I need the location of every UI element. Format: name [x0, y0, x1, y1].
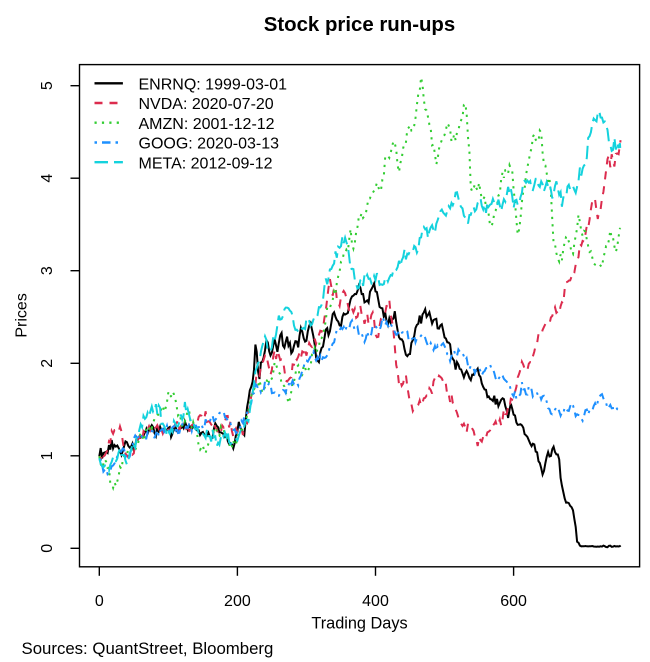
svg-text:Prices: Prices	[14, 293, 31, 337]
svg-text:0: 0	[95, 593, 104, 610]
svg-text:ENRNQ: 1999-03-01: ENRNQ: 1999-03-01	[139, 77, 288, 94]
svg-text:GOOG: 2020-03-13: GOOG: 2020-03-13	[139, 136, 280, 153]
svg-text:Stock price run-ups: Stock price run-ups	[264, 14, 455, 36]
svg-text:Trading Days: Trading Days	[311, 615, 407, 633]
svg-text:META: 2012-09-12: META: 2012-09-12	[139, 155, 273, 172]
svg-text:Sources: QuantStreet, Bloomber: Sources: QuantStreet, Bloomberg	[22, 639, 274, 658]
svg-text:400: 400	[362, 593, 389, 610]
svg-text:200: 200	[224, 593, 251, 610]
svg-text:3: 3	[39, 266, 56, 275]
svg-text:NVDA: 2020-07-20: NVDA: 2020-07-20	[139, 96, 274, 113]
svg-text:600: 600	[500, 593, 527, 610]
svg-text:AMZN: 2001-12-12: AMZN: 2001-12-12	[139, 116, 275, 133]
svg-text:0: 0	[39, 544, 56, 553]
svg-text:5: 5	[39, 81, 56, 90]
svg-text:1: 1	[39, 451, 56, 460]
svg-text:4: 4	[39, 174, 56, 183]
svg-text:2: 2	[39, 359, 56, 368]
